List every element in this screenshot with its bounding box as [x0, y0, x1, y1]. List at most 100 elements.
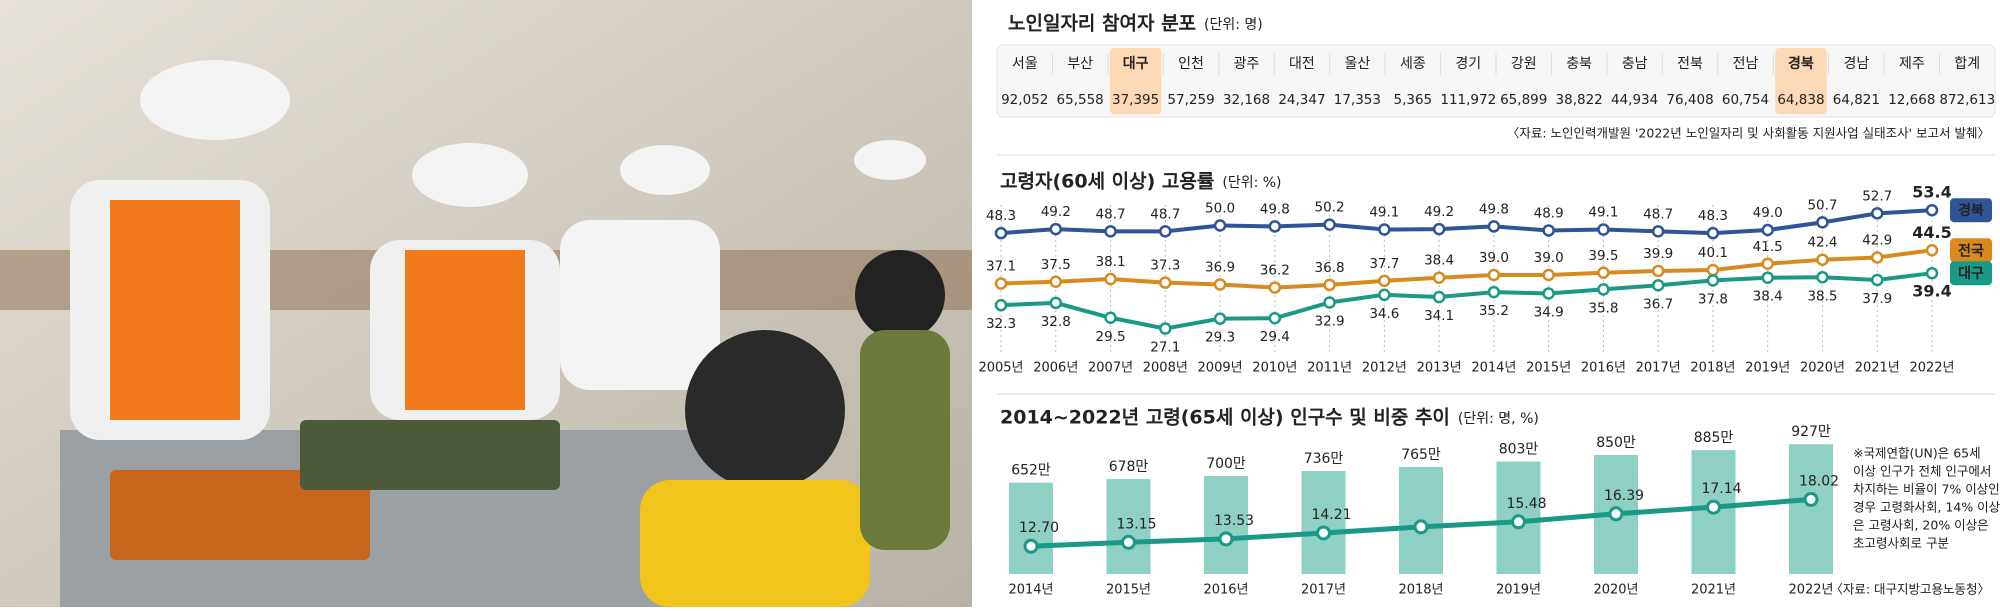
data-label: 39.0 [1479, 250, 1509, 266]
marker [1487, 220, 1501, 233]
data-label: 39.4 [1912, 282, 1951, 301]
marker [1761, 223, 1774, 237]
line [1000, 208, 1933, 236]
marker [994, 277, 1008, 290]
data-label: 36.7 [1643, 296, 1673, 312]
marker [1706, 263, 1720, 277]
legend-label: 대구 [1958, 266, 1984, 282]
marker [1597, 266, 1610, 279]
x-tick-label: 2022년 [1909, 361, 1954, 376]
data-label: 49.1 [1369, 205, 1399, 221]
x-tick-label: 2022년 [1788, 583, 1833, 598]
table-header: 충남 [1622, 56, 1648, 72]
marker [1049, 296, 1063, 310]
table-header: 경기 [1455, 56, 1481, 72]
table-value: 65,899 [1500, 92, 1547, 108]
x-tick-label: 2021년 [1691, 583, 1736, 598]
marker [1597, 283, 1610, 296]
x-tick-label: 2014년 [1471, 361, 1516, 376]
table-value: 57,259 [1167, 92, 1214, 108]
table-header: 경북 [1788, 55, 1814, 72]
marker [1413, 519, 1429, 535]
x-tick-label: 2015년 [1106, 583, 1151, 598]
marker [1761, 257, 1774, 270]
x-tick-label: 2018년 [1398, 583, 1443, 598]
table-header: 대구 [1123, 56, 1149, 72]
table-value: 76,408 [1666, 92, 1713, 108]
marker [1432, 290, 1446, 304]
data-label: 42.4 [1807, 235, 1837, 251]
bar [1789, 444, 1833, 574]
data-label: 40.1 [1698, 245, 1728, 261]
marker [1159, 225, 1172, 238]
data-label: 37.9 [1862, 291, 1892, 307]
marker [1597, 223, 1610, 236]
bar [1204, 476, 1248, 574]
data-label: 49.8 [1479, 201, 1509, 217]
x-tick-label: 2012년 [1362, 361, 1407, 376]
x-tick-label: 2016년 [1581, 361, 1626, 376]
data-label: 48.7 [1643, 206, 1673, 222]
note: 경우 고령화사회, 14% 이상 [1853, 500, 2000, 515]
data-label: 38.4 [1753, 289, 1783, 305]
data-label: 49.1 [1588, 205, 1618, 221]
marker [1049, 222, 1063, 236]
data-label: 17.14 [1701, 481, 1741, 497]
chart-unit: (단위: %) [1222, 175, 1281, 191]
table-value: 38,822 [1556, 92, 1603, 108]
bar [1009, 482, 1053, 574]
x-tick-label: 2020년 [1593, 583, 1638, 598]
data-label: 38.1 [1095, 254, 1125, 270]
data-label: 44.5 [1912, 223, 1951, 242]
marker [1268, 311, 1282, 325]
x-tick-label: 2006년 [1033, 361, 1078, 376]
marker [1761, 271, 1774, 284]
data-label: 48.7 [1150, 206, 1180, 222]
x-tick-label: 2017년 [1301, 583, 1346, 598]
line [1000, 248, 1933, 290]
data-label: 32.8 [1041, 314, 1071, 330]
legend-tag [1950, 238, 1992, 263]
marker [1213, 219, 1227, 232]
marker [1542, 224, 1555, 237]
line [1000, 271, 1933, 331]
x-tick-label: 2015년 [1526, 361, 1571, 376]
data-label: 29.3 [1205, 330, 1235, 346]
x-tick-label: 2013년 [1417, 361, 1462, 376]
table-header: 인천 [1178, 56, 1204, 72]
marker [1651, 225, 1665, 238]
x-tick-label: 2018년 [1690, 361, 1735, 376]
marker [1706, 274, 1720, 287]
data-label: 49.0 [1753, 205, 1783, 221]
highlight-cell [1775, 48, 1827, 114]
marker [1213, 278, 1227, 291]
data-label: 16.39 [1604, 488, 1644, 504]
table-header: 충북 [1566, 56, 1592, 72]
data-label: 36.8 [1315, 260, 1345, 276]
data-label: 13.53 [1214, 513, 1254, 529]
data-label: 42.9 [1862, 232, 1892, 248]
marker [1023, 538, 1039, 554]
table-value: 92,052 [1001, 92, 1048, 108]
data-label: 32.9 [1315, 313, 1345, 329]
marker [1870, 273, 1884, 287]
data-label: 37.1 [986, 259, 1016, 275]
bar [1301, 470, 1346, 574]
marker [1378, 288, 1391, 302]
marker [1218, 531, 1234, 547]
marker [1511, 514, 1526, 530]
data-label: 34.9 [1534, 304, 1564, 320]
x-tick-label: 2020년 [1800, 361, 1845, 376]
table-unit: (단위: 명) [1204, 17, 1263, 33]
marker [1870, 251, 1884, 264]
x-tick-label: 2011년 [1307, 361, 1352, 376]
x-tick-label: 2007년 [1088, 361, 1133, 376]
table-value: 17,353 [1334, 92, 1381, 108]
data-label: 15.48 [1506, 496, 1546, 512]
data-label: 39.0 [1534, 250, 1564, 266]
data-label: 37.8 [1698, 291, 1728, 307]
data-label: 50.0 [1205, 201, 1235, 217]
table-header: 경남 [1844, 56, 1870, 72]
